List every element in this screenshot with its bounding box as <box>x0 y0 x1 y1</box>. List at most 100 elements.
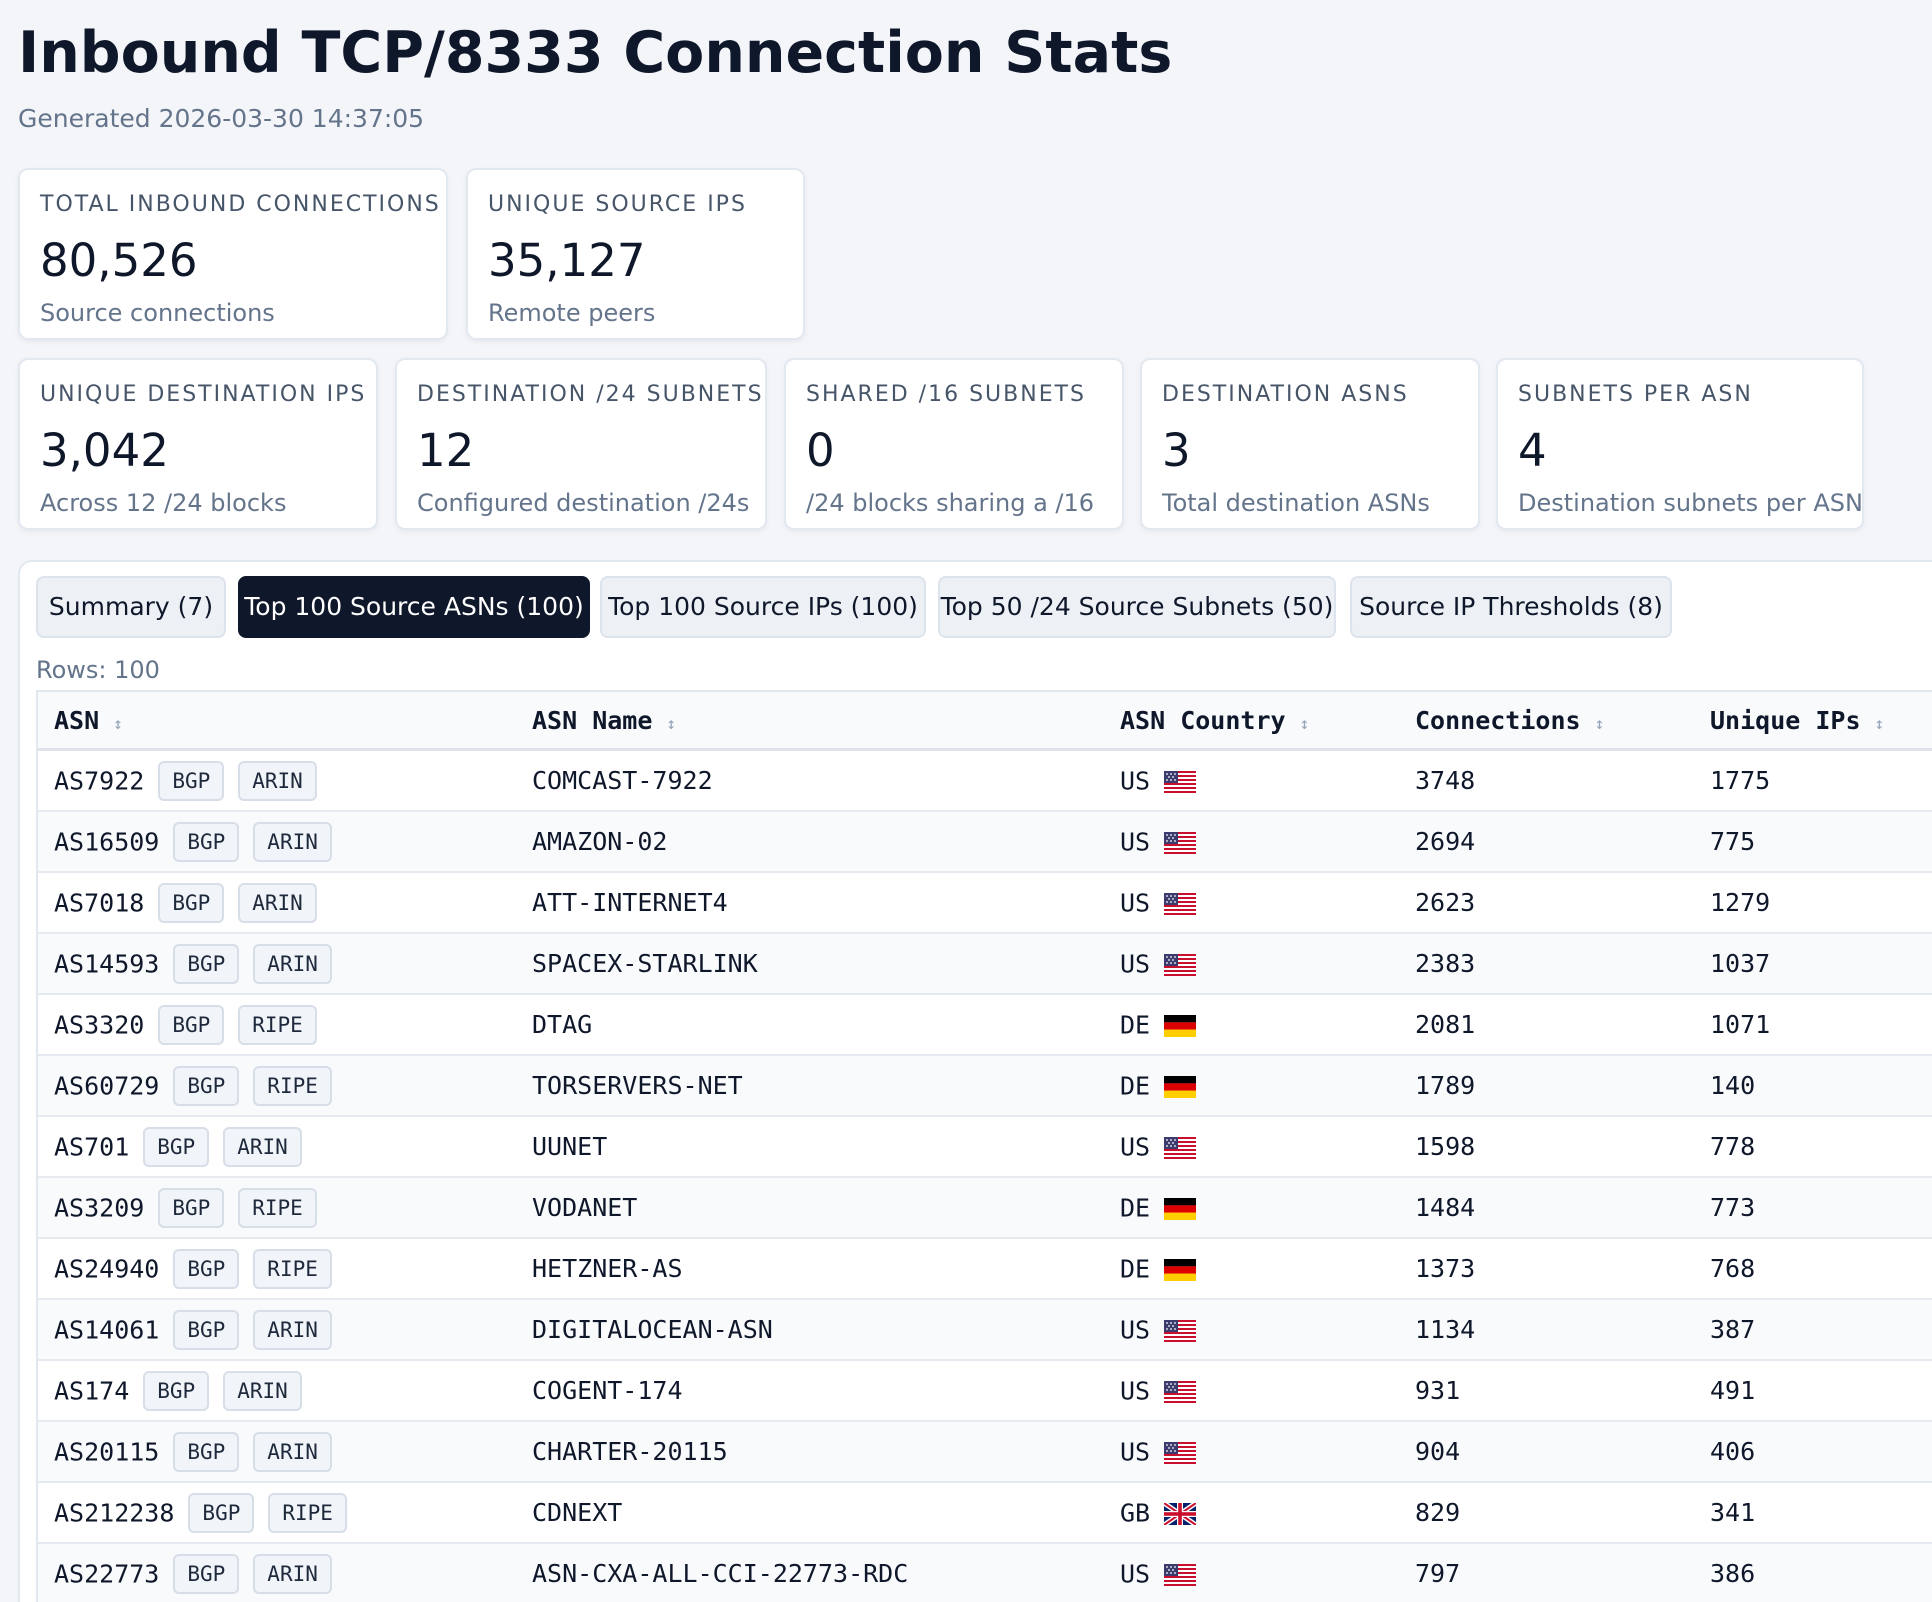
asn-name-cell: CDNEXT <box>516 1482 1104 1544</box>
asn-cell: AS7922 BGP ARIN <box>38 749 516 812</box>
bgp-badge: BGP <box>173 1248 240 1289</box>
registry-badge: ARIN <box>223 1126 302 1167</box>
connections-cell: 829 <box>1399 1482 1694 1544</box>
country-code: US <box>1120 1437 1151 1467</box>
column-header-asn-name[interactable]: ASN Name ↕ <box>516 692 1104 751</box>
asn-country-cell: DE <box>1104 1055 1399 1117</box>
country-code: DE <box>1120 1010 1151 1040</box>
tab-top-source-ips[interactable]: Top 100 Source IPs (100) <box>600 576 926 638</box>
sort-icon[interactable]: ↕ <box>1874 713 1885 733</box>
asn-id: AS7922 <box>54 766 145 795</box>
column-header-asn[interactable]: ASN ↕ <box>38 692 516 751</box>
unique-ips-cell: 1037 <box>1694 933 1932 995</box>
country-code: US <box>1120 766 1151 796</box>
bgp-badge: BGP <box>158 760 225 801</box>
bgp-badge: BGP <box>173 1309 240 1350</box>
bgp-badge: BGP <box>173 1065 240 1106</box>
unique-ips-cell: 1775 <box>1694 749 1932 812</box>
registry-badge: ARIN <box>253 821 332 862</box>
asn-name-cell: ASN-CXA-ALL-CCI-22773-RDC <box>516 1543 1104 1602</box>
asn-id: AS24940 <box>54 1254 160 1283</box>
de-flag-icon <box>1164 1258 1197 1282</box>
unique-ips-cell: 341 <box>1694 1482 1932 1544</box>
registry-badge: RIPE <box>268 1492 347 1533</box>
tab-source-ip-thresholds[interactable]: Source IP Thresholds (8) <box>1350 576 1672 638</box>
stat-card-unique-source-ips: UNIQUE SOURCE IPS 35,127 Remote peers <box>466 168 805 340</box>
stat-card-value: 80,526 <box>40 234 198 287</box>
asn-name-cell: AMAZON-02 <box>516 811 1104 873</box>
bgp-badge: BGP <box>158 1187 225 1228</box>
asn-id: AS60729 <box>54 1071 160 1100</box>
unique-ips-cell: 775 <box>1694 811 1932 873</box>
registry-badge: RIPE <box>253 1248 332 1289</box>
asn-country-cell: US <box>1104 933 1399 995</box>
asn-id: AS7018 <box>54 888 145 917</box>
connections-cell: 2694 <box>1399 811 1694 873</box>
sort-icon[interactable]: ↕ <box>1299 713 1310 733</box>
sort-icon[interactable]: ↕ <box>666 713 677 733</box>
asn-country-cell: US <box>1104 1421 1399 1483</box>
connections-cell: 1789 <box>1399 1055 1694 1117</box>
asn-cell: AS14061 BGP ARIN <box>38 1299 516 1361</box>
asn-name-cell: DIGITALOCEAN-ASN <box>516 1299 1104 1361</box>
stat-card-label: UNIQUE SOURCE IPS <box>488 192 747 217</box>
asn-cell: AS14593 BGP ARIN <box>38 933 516 995</box>
de-flag-icon <box>1164 1014 1197 1038</box>
bgp-badge: BGP <box>188 1492 255 1533</box>
asn-name-cell: CHARTER-20115 <box>516 1421 1104 1483</box>
country-code: US <box>1120 1132 1151 1162</box>
connections-cell: 2623 <box>1399 872 1694 934</box>
asn-cell: AS22773 BGP ARIN <box>38 1543 516 1602</box>
bgp-badge: BGP <box>158 882 225 923</box>
stat-card-label: DESTINATION /24 SUBNETS <box>417 382 764 407</box>
asn-country-cell: DE <box>1104 1177 1399 1239</box>
column-header-unique-ips[interactable]: Unique IPs ↕ <box>1694 692 1932 751</box>
bgp-badge: BGP <box>143 1370 210 1411</box>
column-header-connections[interactable]: Connections ↕ <box>1399 692 1694 751</box>
table-row: AS212238 BGP RIPE CDNEXT GB 829 341 <box>38 1482 1932 1544</box>
stat-card-value: 3,042 <box>40 424 169 477</box>
stat-card-subtitle: Total destination ASNs <box>1162 489 1430 517</box>
stat-card-subtitle: Configured destination /24s <box>417 489 750 517</box>
column-header-asn-country[interactable]: ASN Country ↕ <box>1104 692 1399 751</box>
table-row: AS20115 BGP ARIN CHARTER-20115 US 904 406 <box>38 1421 1932 1483</box>
country-code: DE <box>1120 1193 1151 1223</box>
tab-top-source-asns[interactable]: Top 100 Source ASNs (100) <box>238 576 590 638</box>
table-header-row: ASN ↕ ASN Name ↕ ASN Country ↕ Connections ↕… <box>38 692 1932 751</box>
connections-cell: 3748 <box>1399 749 1694 812</box>
table-row: AS24940 BGP RIPE HETZNER-AS DE 1373 768 <box>38 1238 1932 1300</box>
stat-card-subnets-per-asn: SUBNETS PER ASN 4 Destination subnets pe… <box>1496 358 1864 530</box>
stat-card-subtitle: /24 blocks sharing a /16 <box>806 489 1095 517</box>
connections-cell: 1373 <box>1399 1238 1694 1300</box>
asn-name-cell: COMCAST-7922 <box>516 749 1104 812</box>
tab-summary[interactable]: Summary (7) <box>36 576 226 638</box>
table-row: AS14593 BGP ARIN SPACEX-STARLINK US 2383 1037 <box>38 933 1932 995</box>
stat-card-unique-destination-ips: UNIQUE DESTINATION IPS 3,042 Across 12 /… <box>18 358 378 530</box>
stat-card-destination-asns: DESTINATION ASNS 3 Total destination ASN… <box>1140 358 1480 530</box>
country-code: US <box>1120 888 1151 918</box>
asn-cell: AS60729 BGP RIPE <box>38 1055 516 1117</box>
registry-badge: ARIN <box>253 1553 332 1594</box>
connections-cell: 1598 <box>1399 1116 1694 1178</box>
sort-icon[interactable]: ↕ <box>113 713 123 733</box>
stat-card-subtitle: Remote peers <box>488 299 656 327</box>
results-panel: Summary (7) Top 100 Source ASNs (100) To… <box>18 560 1932 1602</box>
us-flag-icon <box>1164 1380 1197 1404</box>
asn-country-cell: US <box>1104 872 1399 934</box>
tab-top-source-subnets[interactable]: Top 50 /24 Source Subnets (50) <box>938 576 1336 638</box>
unique-ips-cell: 778 <box>1694 1116 1932 1178</box>
asn-cell: AS3209 BGP RIPE <box>38 1177 516 1239</box>
unique-ips-cell: 386 <box>1694 1543 1932 1602</box>
stat-card-label: UNIQUE DESTINATION IPS <box>40 382 367 407</box>
us-flag-icon <box>1164 1441 1197 1465</box>
table-row: AS7018 BGP ARIN ATT-INTERNET4 US 2623 1279 <box>38 872 1932 934</box>
asn-id: AS212238 <box>54 1498 175 1527</box>
asn-name-cell: ATT-INTERNET4 <box>516 872 1104 934</box>
registry-badge: RIPE <box>238 1004 317 1045</box>
country-code: US <box>1120 1315 1151 1345</box>
stat-card-destination-subnets: DESTINATION /24 SUBNETS 12 Configured de… <box>395 358 767 530</box>
sort-icon[interactable]: ↕ <box>1594 713 1605 733</box>
asn-cell: AS212238 BGP RIPE <box>38 1482 516 1544</box>
asn-country-cell: DE <box>1104 1238 1399 1300</box>
registry-badge: ARIN <box>253 943 332 984</box>
